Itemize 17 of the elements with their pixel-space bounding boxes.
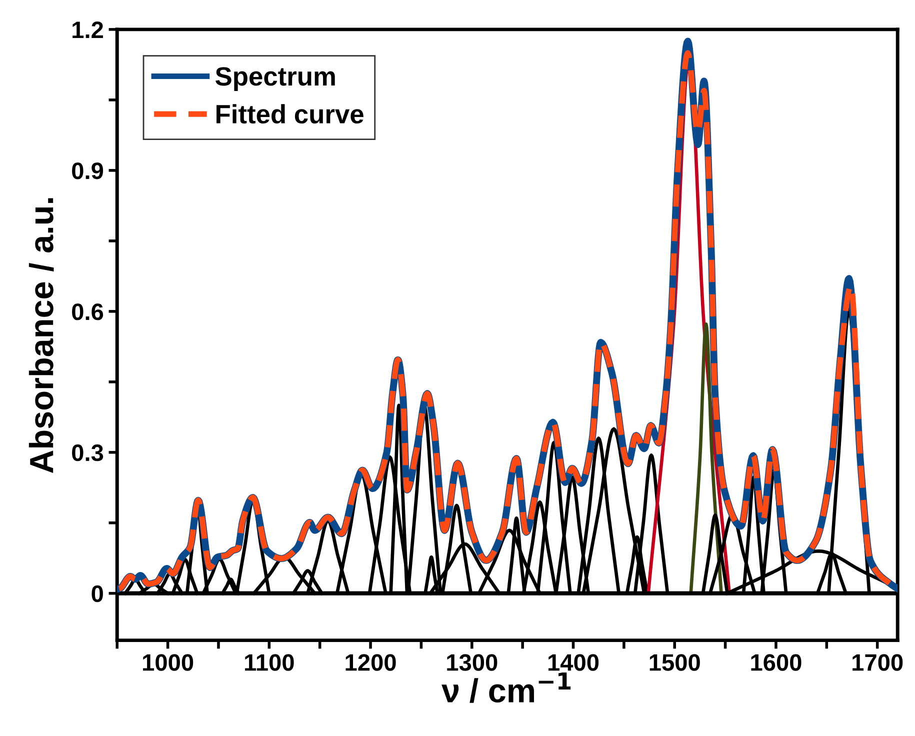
y-tick-label: 0.3 (72, 444, 104, 462)
x-tick-label: 1300 (447, 654, 498, 671)
x-axis-title: ν / cm$^{−1}$ (442, 672, 571, 703)
legend-label: Spectrum (216, 67, 335, 91)
x-tick-label: 1700 (852, 654, 903, 671)
x-tick-label: 1200 (346, 654, 396, 671)
y-tick-label: 1.2 (72, 22, 103, 38)
x-tick-label: 1500 (650, 654, 700, 671)
legend-label: Fitted curve (216, 104, 364, 124)
x-tick-label: 1000 (143, 654, 194, 671)
x-tick-label: 1600 (751, 654, 802, 671)
x-tick-label: 1400 (548, 654, 599, 671)
y-tick-label: 0 (92, 585, 103, 602)
x-tick-label: 1100 (245, 654, 294, 671)
y-tick-label: 0.9 (72, 162, 104, 180)
y-tick-label: 0.6 (72, 303, 104, 320)
y-axis-title: Absorbance / a.u. (28, 198, 54, 473)
